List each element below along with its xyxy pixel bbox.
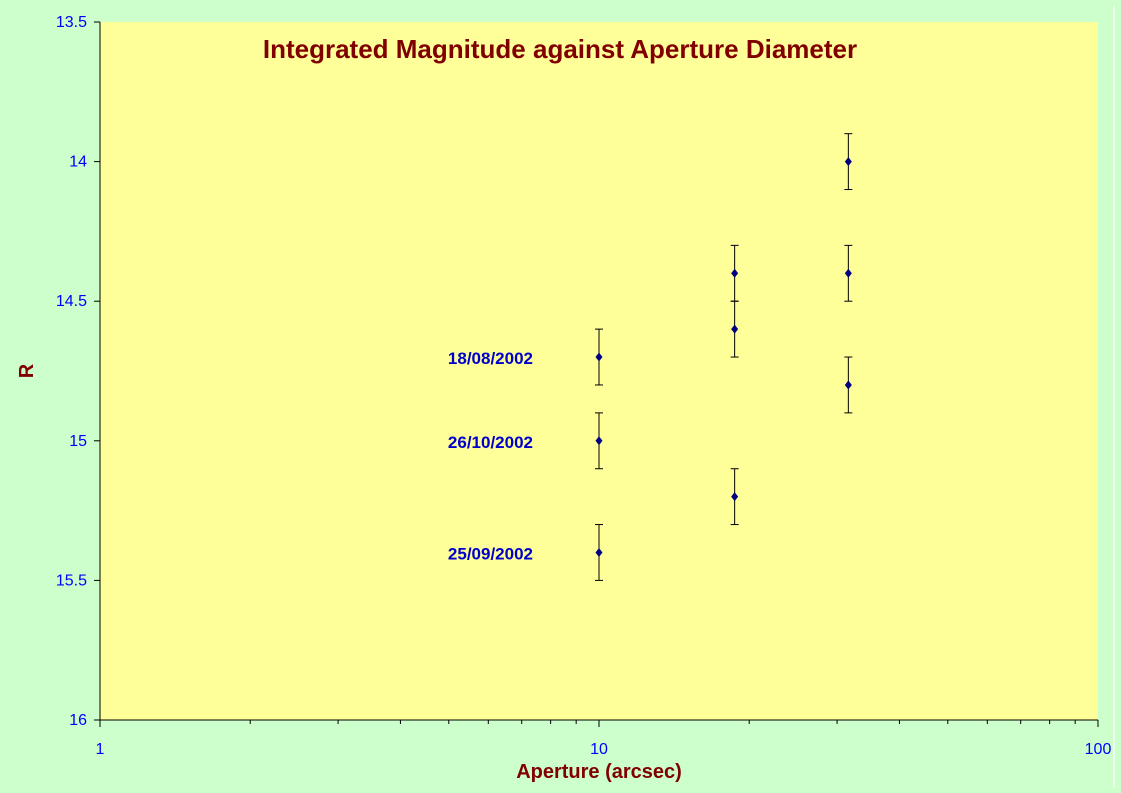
x-tick-label: 10: [590, 741, 608, 758]
y-tick-label: 13.5: [56, 14, 87, 31]
data-point: [595, 412, 603, 470]
diamond-marker: [844, 268, 852, 278]
diamond-marker: [595, 436, 603, 446]
diamond-marker: [844, 157, 852, 167]
y-tick-label: 14.5: [56, 293, 87, 310]
data-point: [844, 133, 853, 191]
diamond-marker: [844, 380, 852, 390]
page-border: [1113, 6, 1115, 788]
y-tick-label: 14: [69, 154, 87, 171]
data-point: [595, 328, 603, 386]
x-axis: 1 10 100: [96, 719, 1112, 758]
x-tick-label: 1: [96, 741, 105, 758]
date-annotation: 18/08/2002: [448, 349, 533, 368]
chart-title: Integrated Magnitude against Aperture Di…: [263, 34, 857, 64]
diamond-marker: [595, 547, 603, 557]
x-axis-title: Aperture (arcsec): [516, 761, 682, 783]
y-tick-label: 16: [69, 712, 87, 729]
date-annotation: 26/10/2002: [448, 433, 533, 452]
diamond-marker: [731, 268, 739, 278]
data-series: [595, 133, 853, 581]
annotations: 18/08/2002 26/10/2002 25/09/2002: [448, 349, 533, 563]
y-axis: 13.5 14 14.5 15 15.5 16: [56, 14, 101, 729]
data-point: [595, 524, 603, 581]
x-tick-label: 100: [1085, 741, 1112, 758]
data-point: [844, 356, 853, 414]
y-tick-label: 15.5: [56, 572, 87, 589]
diamond-marker: [731, 324, 739, 334]
data-point: [730, 468, 739, 526]
date-annotation: 25/09/2002: [448, 544, 533, 563]
diamond-marker: [731, 492, 739, 502]
diamond-marker: [595, 352, 603, 362]
y-tick-label: 15: [69, 433, 87, 450]
y-axis-title: R: [16, 363, 38, 378]
data-point: [844, 244, 853, 302]
data-point: [730, 300, 739, 358]
